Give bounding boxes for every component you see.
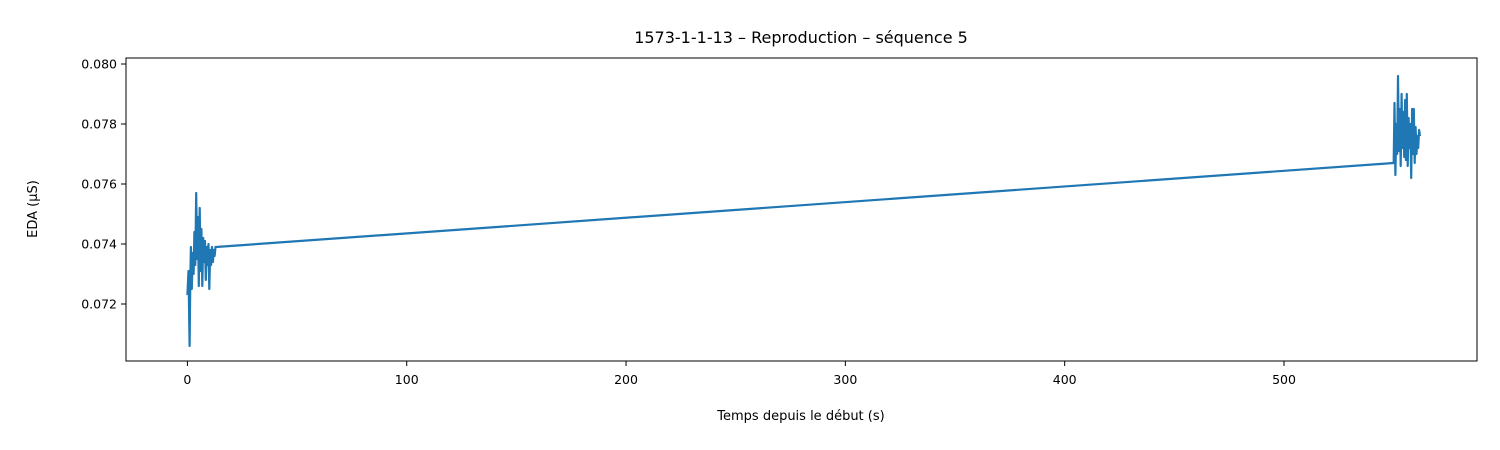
x-tick-label: 200 (614, 372, 638, 387)
y-axis-label: EDA (µS) (26, 180, 41, 238)
y-tick-label: 0.072 (81, 297, 117, 312)
x-axis: 0 100 200 300 400 500 (183, 361, 1296, 387)
x-tick-label: 100 (395, 372, 419, 387)
y-tick-label: 0.080 (81, 57, 117, 72)
x-tick-label: 300 (833, 372, 857, 387)
x-tick-label: 500 (1272, 372, 1296, 387)
axes-frame (125, 57, 1478, 362)
x-tick-label: 400 (1053, 372, 1077, 387)
y-axis: 0.072 0.074 0.076 0.078 0.080 (81, 57, 126, 312)
chart-title: 1573-1-1-13 – Reproduction – séquence 5 (634, 28, 968, 47)
eda-series-line (186, 74, 1422, 348)
plot-area (186, 74, 1422, 348)
x-tick-label: 0 (183, 372, 191, 387)
y-tick-label: 0.074 (81, 237, 117, 252)
y-tick-label: 0.076 (81, 177, 117, 192)
y-tick-label: 0.078 (81, 117, 117, 132)
x-axis-label: Temps depuis le début (s) (716, 409, 884, 424)
